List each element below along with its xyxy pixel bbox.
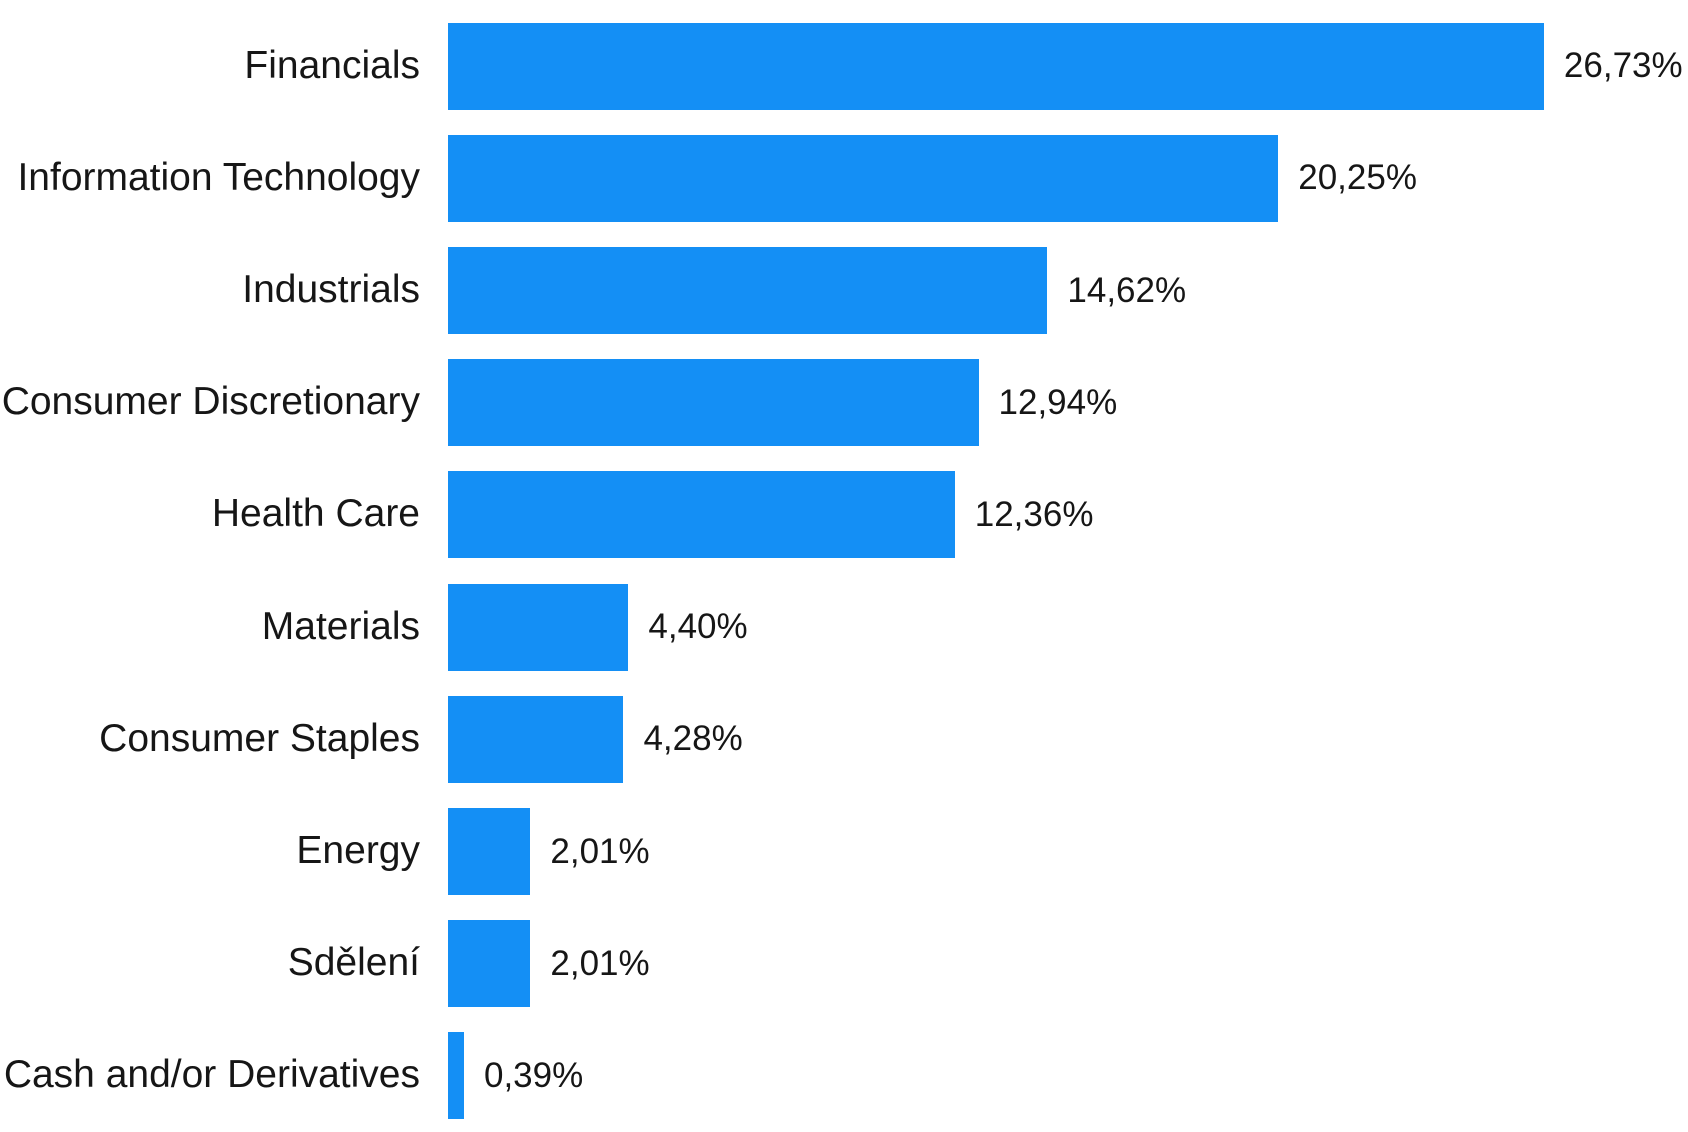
category-label: Materials: [261, 604, 420, 648]
bar[interactable]: [448, 471, 955, 559]
category-label: Consumer Staples: [99, 716, 420, 760]
bar-row: Industrials 14,62%: [0, 234, 1688, 346]
value-label: 0,39%: [483, 1055, 584, 1095]
bar-row: Financials 26,73%: [0, 10, 1688, 122]
category-label: Cash and/or Derivatives: [3, 1053, 420, 1097]
bar-row: Cash and/or Derivatives 0,39%: [0, 1020, 1688, 1132]
bar-area: 4,28%: [420, 695, 1688, 783]
value-label: 4,40%: [648, 607, 748, 647]
value-label: 2,01%: [550, 943, 650, 983]
bar[interactable]: [448, 583, 629, 671]
bar-row: Information Technology 20,25%: [0, 122, 1688, 234]
bar-row: Sdělení 2,01%: [0, 908, 1688, 1020]
bar[interactable]: [448, 695, 624, 783]
bar[interactable]: [448, 920, 531, 1008]
bar-area: 12,94%: [420, 359, 1688, 447]
value-label: 26,73%: [1563, 46, 1683, 86]
category-label: Information Technology: [17, 155, 420, 199]
bar-area: 0,39%: [420, 1032, 1688, 1120]
bar-area: 4,40%: [420, 583, 1688, 671]
value-label: 14,62%: [1067, 270, 1187, 310]
category-label: Energy: [296, 829, 420, 873]
bar-row: Consumer Staples 4,28%: [0, 683, 1688, 795]
value-label: 20,25%: [1298, 158, 1417, 198]
category-label: Consumer Discretionary: [1, 380, 420, 424]
bar[interactable]: [448, 247, 1048, 334]
category-label: Industrials: [242, 268, 420, 312]
bar-area: 26,73%: [420, 22, 1688, 110]
value-label: 2,01%: [550, 831, 650, 871]
category-label: Health Care: [211, 492, 420, 536]
value-label: 12,36%: [974, 494, 1094, 534]
category-label: Sdělení: [287, 941, 420, 985]
bar[interactable]: [448, 359, 979, 447]
bar-row: Energy 2,01%: [0, 795, 1688, 907]
bar-area: 14,62%: [420, 247, 1688, 334]
bar[interactable]: [448, 134, 1279, 222]
bar-row: Materials 4,40%: [0, 571, 1688, 683]
category-label: Financials: [244, 43, 420, 87]
bar-area: 20,25%: [420, 134, 1688, 222]
bar-row: Health Care 12,36%: [0, 459, 1688, 571]
bar-area: 2,01%: [420, 920, 1688, 1008]
bar-area: 12,36%: [420, 471, 1688, 559]
bar[interactable]: [448, 1032, 464, 1120]
bar[interactable]: [448, 808, 531, 896]
bar-row: Consumer Discretionary 12,94%: [0, 347, 1688, 459]
bar-area: 2,01%: [420, 808, 1688, 896]
value-label: 4,28%: [643, 719, 743, 759]
bar[interactable]: [448, 22, 1544, 110]
value-label: 12,94%: [998, 382, 1118, 422]
